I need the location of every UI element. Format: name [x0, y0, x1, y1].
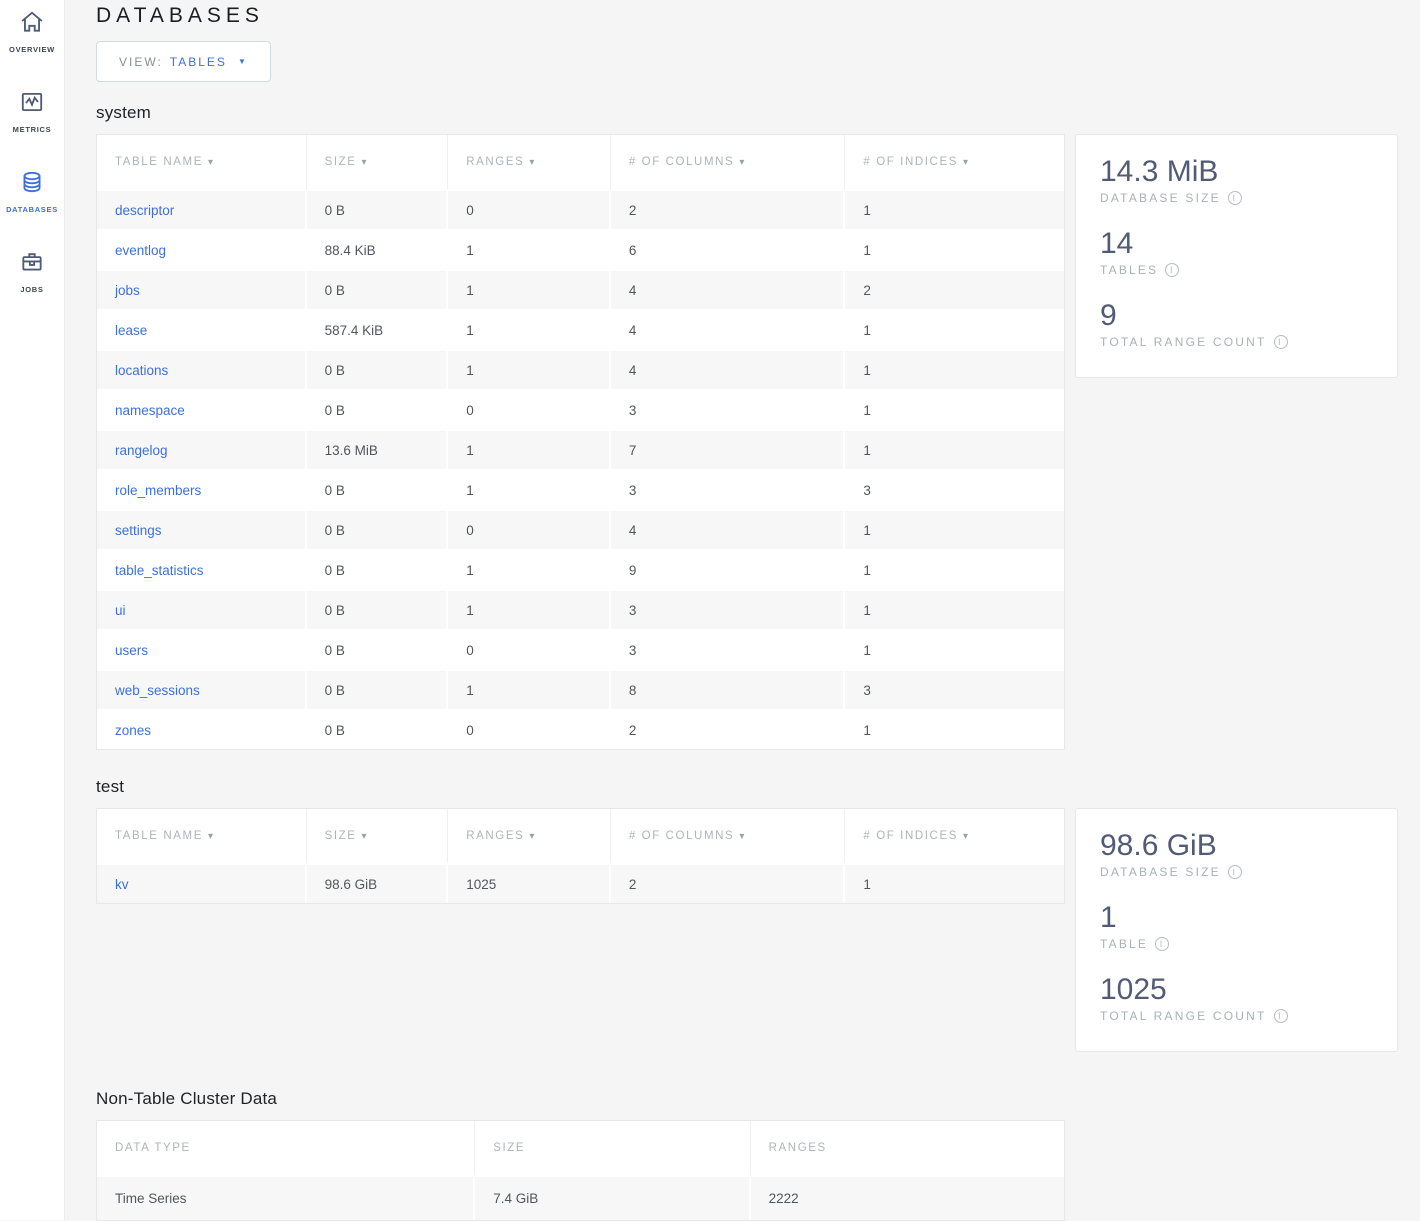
sort-caret-icon — [529, 157, 536, 168]
chevron-down-icon — [238, 57, 248, 66]
table-link[interactable]: descriptor — [115, 202, 175, 218]
column-header-indices[interactable]: # OF INDICES — [845, 135, 1064, 189]
column-header-ranges[interactable]: RANGES — [448, 135, 611, 189]
column-header-size[interactable]: SIZE — [306, 809, 449, 863]
info-icon[interactable] — [1273, 1009, 1288, 1023]
summary-database-size: 14.3 MiB DATABASE SIZE — [1100, 154, 1373, 205]
column-header-table-name[interactable]: TABLE NAME — [97, 809, 307, 863]
table-link[interactable]: table_statistics — [115, 562, 204, 578]
non-table-heading: Non-Table Cluster Data — [96, 1089, 278, 1108]
table-link[interactable]: users — [115, 642, 149, 658]
sort-caret-icon — [362, 157, 369, 168]
test-section: TABLE NAME SIZE RANGES # OF COLUMNS # OF… — [96, 808, 1420, 1052]
non-table-section: DATA TYPE SIZE RANGES Time Series 7.4 Gi… — [96, 1120, 1420, 1221]
sidebar-item-label: JOBS — [20, 285, 44, 294]
info-icon[interactable] — [1165, 263, 1180, 277]
summary-table-count: 1 TABLE — [1100, 900, 1373, 951]
column-header-indices[interactable]: # OF INDICES — [845, 809, 1064, 863]
sidebar-item-databases[interactable]: DATABASES — [0, 160, 64, 240]
system-summary-card: 14.3 MiB DATABASE SIZE 14 TABLES 9 TOTAL… — [1075, 134, 1398, 378]
table-link[interactable]: locations — [115, 362, 169, 378]
table-header-row: DATA TYPE SIZE RANGES — [97, 1121, 1064, 1175]
system-section: TABLE NAME SIZE RANGES # OF COLUMNS # OF… — [96, 134, 1420, 750]
metrics-icon — [19, 89, 45, 120]
non-table-cluster-table: DATA TYPE SIZE RANGES Time Series 7.4 Gi… — [96, 1120, 1065, 1221]
table-header-row: TABLE NAME SIZE RANGES # OF COLUMNS # OF… — [97, 135, 1064, 189]
view-dropdown[interactable]: VIEW: TABLES — [96, 41, 271, 82]
table-link[interactable]: zones — [115, 722, 152, 738]
sidebar-item-jobs[interactable]: JOBS — [0, 240, 64, 320]
table-link[interactable]: kv — [115, 876, 129, 892]
table-link[interactable]: namespace — [115, 402, 185, 418]
summary-range-count: 9 TOTAL RANGE COUNT — [1100, 298, 1373, 349]
system-tables-table: TABLE NAME SIZE RANGES # OF COLUMNS # OF… — [96, 134, 1065, 750]
info-icon[interactable] — [1273, 335, 1288, 349]
sidebar-item-overview[interactable]: OVERVIEW — [0, 0, 64, 80]
table-link[interactable]: jobs — [115, 282, 140, 298]
summary-table-count: 14 TABLES — [1100, 226, 1373, 277]
home-icon — [19, 9, 45, 40]
table-row: Time Series 7.4 GiB 2222 — [97, 1175, 1064, 1220]
test-summary-card: 98.6 GiB DATABASE SIZE 1 TABLE 1025 TOTA… — [1075, 808, 1398, 1052]
column-header-columns[interactable]: # OF COLUMNS — [610, 135, 846, 189]
table-link[interactable]: ui — [115, 602, 126, 618]
column-header-table-name[interactable]: TABLE NAME — [97, 135, 307, 189]
table-link[interactable]: role_members — [115, 482, 202, 498]
summary-range-count: 1025 TOTAL RANGE COUNT — [1100, 972, 1373, 1023]
test-tables-table: TABLE NAME SIZE RANGES # OF COLUMNS # OF… — [96, 808, 1065, 904]
main-content: DATABASES VIEW: TABLES system TABLE NAME… — [66, 0, 1420, 1221]
column-header-ranges[interactable]: RANGES — [448, 809, 611, 863]
sidebar-item-label: METRICS — [12, 125, 52, 134]
sort-caret-icon — [739, 157, 746, 168]
sort-caret-icon — [208, 157, 215, 168]
table-row: eventlog 88.4 KiB 1 6 1 — [97, 229, 1064, 269]
briefcase-icon — [19, 249, 45, 280]
view-dropdown-value: TABLES — [169, 54, 227, 69]
sort-caret-icon — [529, 831, 536, 842]
sort-caret-icon — [963, 831, 970, 842]
database-heading-system: system — [96, 103, 152, 122]
database-icon — [19, 169, 45, 200]
table-link[interactable]: settings — [115, 522, 162, 538]
view-dropdown-label: VIEW: — [119, 54, 163, 69]
summary-database-size: 98.6 GiB DATABASE SIZE — [1100, 828, 1373, 879]
column-header-size: SIZE — [475, 1121, 751, 1175]
database-heading-test: test — [96, 777, 125, 796]
column-header-columns[interactable]: # OF COLUMNS — [610, 809, 846, 863]
info-icon[interactable] — [1227, 191, 1242, 205]
table-row: lease 587.4 KiB 1 4 1 — [97, 309, 1064, 349]
sidebar-item-label: DATABASES — [6, 205, 58, 214]
info-icon[interactable] — [1227, 865, 1242, 879]
sidebar-item-label: OVERVIEW — [9, 45, 55, 54]
table-link[interactable]: lease — [115, 322, 148, 338]
sort-caret-icon — [963, 157, 970, 168]
table-header-row: TABLE NAME SIZE RANGES # OF COLUMNS # OF… — [97, 809, 1064, 863]
table-link[interactable]: web_sessions — [115, 682, 200, 698]
column-header-size[interactable]: SIZE — [306, 135, 449, 189]
page-title: DATABASES — [96, 4, 264, 27]
table-link[interactable]: eventlog — [115, 242, 167, 258]
info-icon[interactable] — [1155, 937, 1170, 951]
table-link[interactable]: rangelog — [115, 442, 168, 458]
sort-caret-icon — [362, 831, 369, 842]
sort-caret-icon — [739, 831, 746, 842]
table-row: rangelog 13.6 MiB 1 7 1 — [97, 429, 1064, 469]
table-row: kv 98.6 GiB 1025 2 1 — [97, 863, 1064, 903]
sort-caret-icon — [208, 831, 215, 842]
sidebar-item-metrics[interactable]: METRICS — [0, 80, 64, 160]
column-header-ranges: RANGES — [750, 1121, 1064, 1175]
sidebar: OVERVIEW METRICS DATABASES JOBS — [0, 0, 65, 1220]
column-header-data-type: DATA TYPE — [97, 1121, 476, 1175]
